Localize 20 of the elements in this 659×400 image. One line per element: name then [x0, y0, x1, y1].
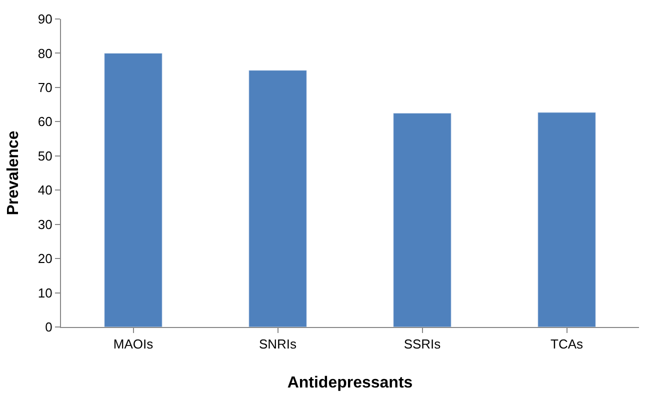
- bar: [393, 112, 452, 327]
- bar: [538, 112, 596, 327]
- y-tick-label: 10: [38, 285, 52, 300]
- y-tick-label: 60: [38, 114, 52, 130]
- y-tick-label: 50: [38, 148, 52, 164]
- bar: [104, 52, 162, 327]
- y-tick-label: 70: [38, 80, 52, 95]
- y-tick-label: 80: [38, 46, 52, 61]
- y-tick-label: 90: [38, 12, 52, 27]
- x-tick-label: MAOIs: [113, 336, 154, 352]
- y-tick-label: 0: [45, 320, 52, 335]
- y-axis-title: Prevalence: [4, 130, 22, 216]
- y-tick-label: 40: [38, 182, 52, 198]
- x-tick-label: TCAs: [550, 336, 584, 352]
- y-tick-label: 30: [38, 216, 52, 232]
- x-axis-title: Antidepressants: [287, 374, 413, 392]
- y-tick-label: 20: [38, 251, 52, 266]
- bar: [248, 70, 307, 327]
- x-tick-label: SSRIs: [404, 336, 442, 352]
- x-tick-label: SNRIs: [258, 336, 298, 352]
